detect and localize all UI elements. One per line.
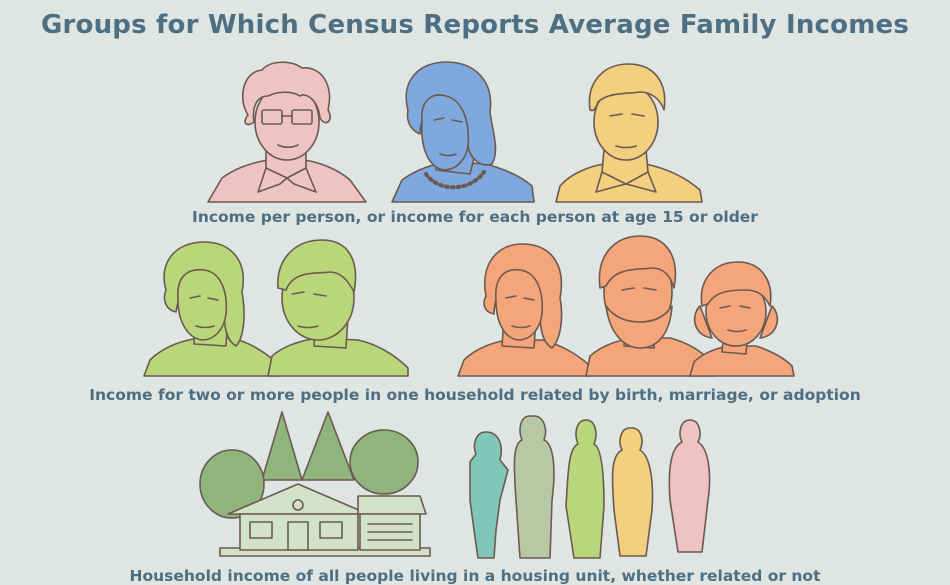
house-trees-icon: [199, 411, 431, 557]
caption-individual-income: Income per person, or income for each pe…: [192, 208, 758, 226]
page-title: Groups for Which Census Reports Average …: [40, 10, 910, 40]
family-orange-icon: [457, 235, 795, 377]
household-silhouettes-icon: [469, 415, 711, 559]
caption-household-income: Household income of all people living in…: [129, 567, 821, 585]
person-man-yellow-icon: [555, 63, 703, 203]
person-curly-glasses-icon: [207, 61, 367, 203]
person-woman-necklace-icon: [391, 61, 535, 203]
caption-family-income: Income for two or more people in one hou…: [89, 386, 861, 404]
couple-green-icon: [143, 239, 409, 377]
